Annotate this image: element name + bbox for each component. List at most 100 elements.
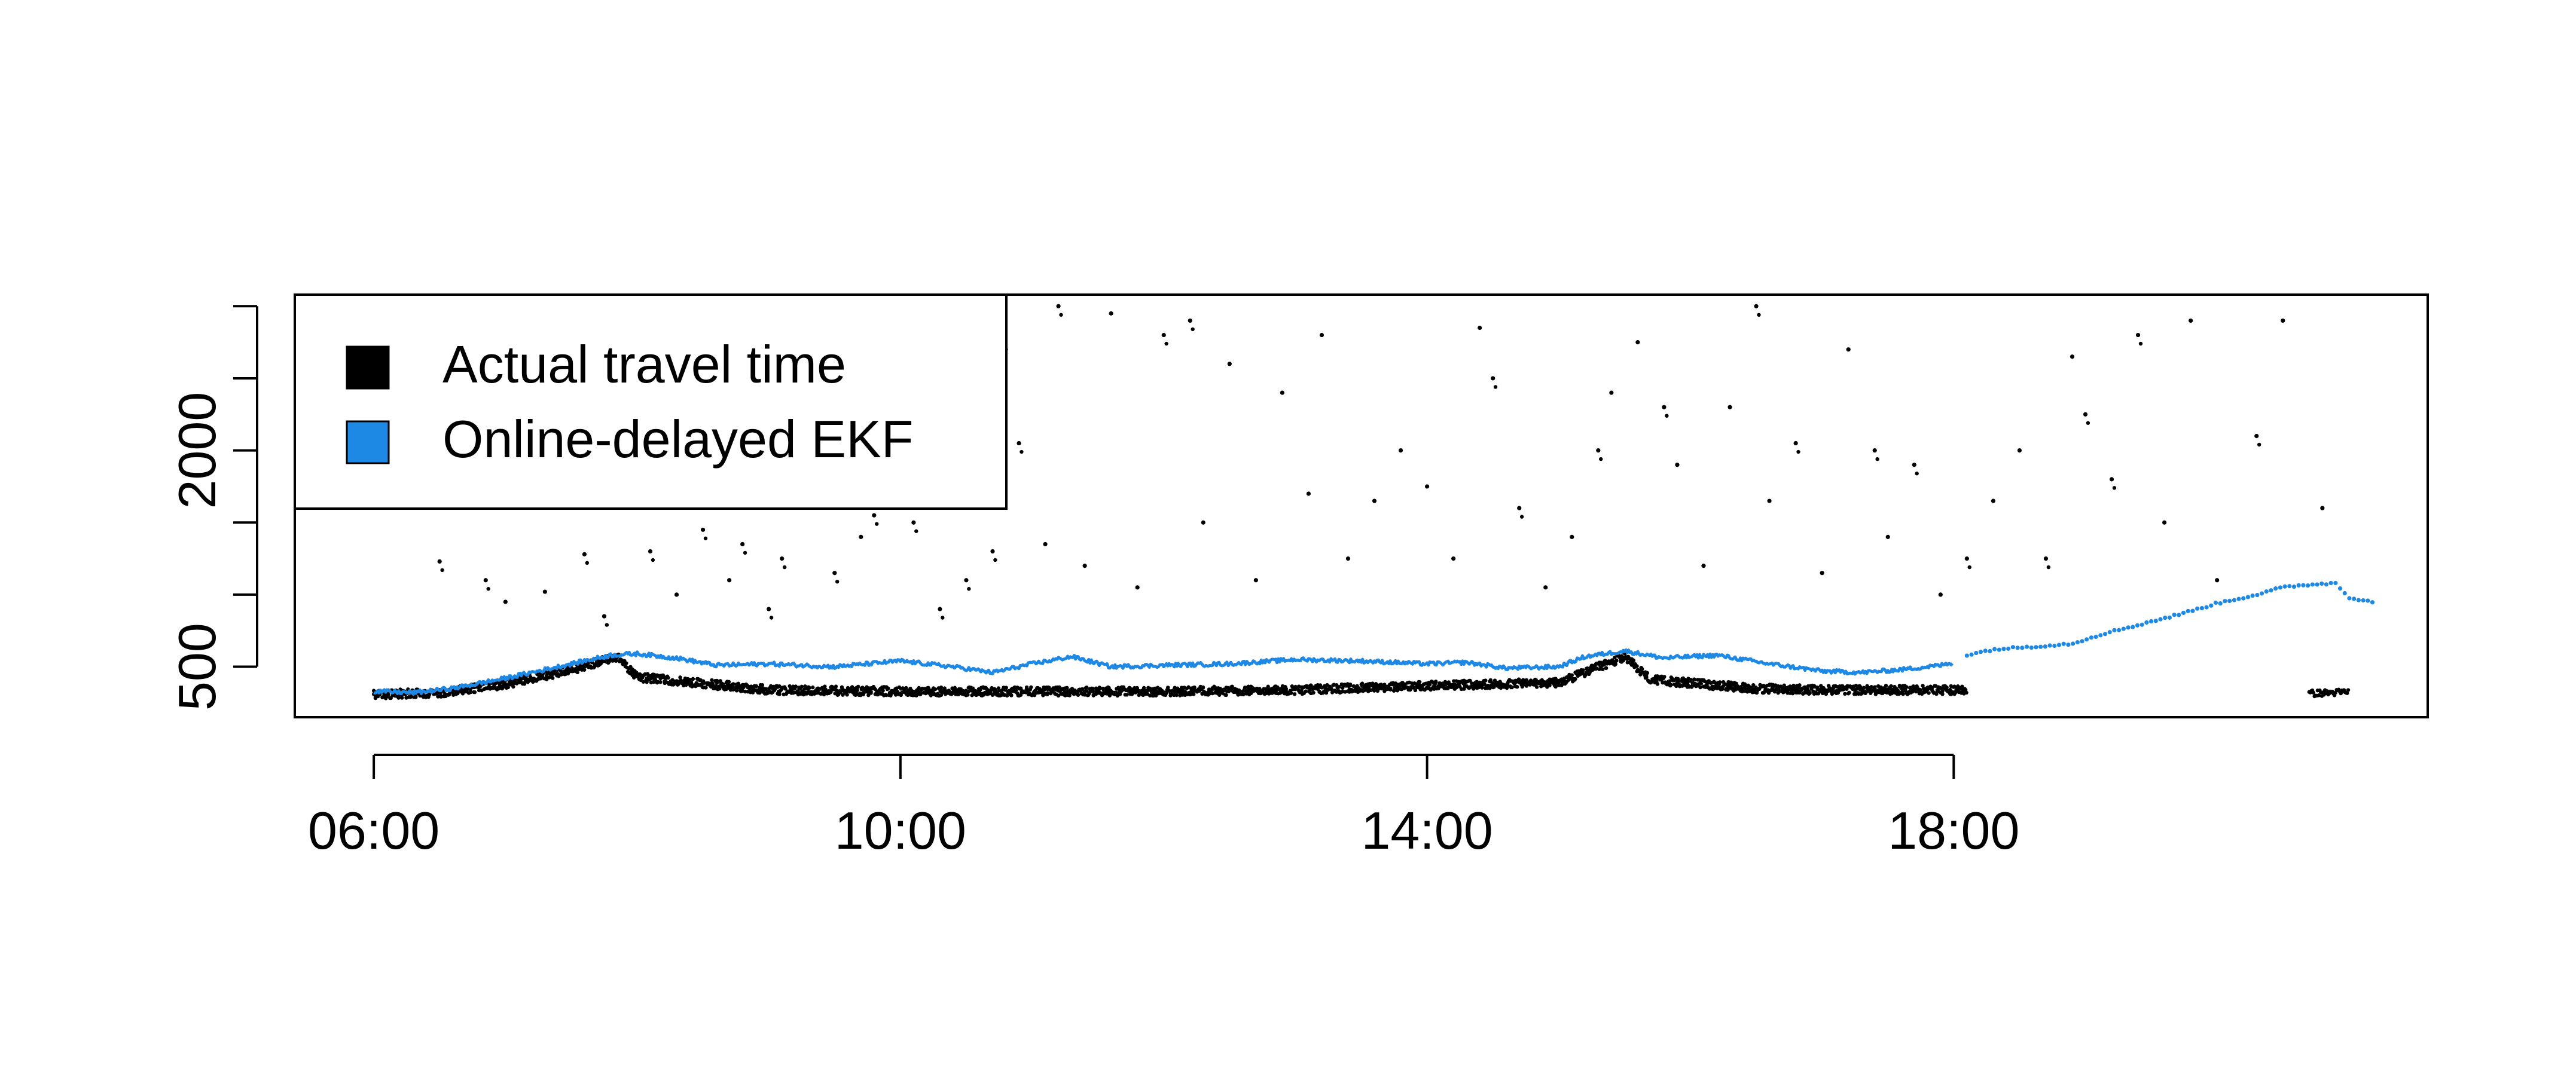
ekf-point <box>1992 647 1997 651</box>
actual-outlier-point <box>1451 556 1456 561</box>
ekf-point <box>2366 598 2370 603</box>
actual-point <box>953 686 957 690</box>
actual-outlier-point <box>1491 376 1495 381</box>
actual-point <box>1645 671 1649 675</box>
actual-point <box>1861 686 1866 690</box>
ekf-point <box>2029 645 2034 650</box>
actual-point <box>710 678 714 683</box>
actual-point <box>1065 686 1069 690</box>
actual-outlier-point <box>2162 520 2167 525</box>
ekf-point <box>2227 598 2232 604</box>
actual-point <box>1436 686 1440 691</box>
actual-point <box>1635 664 1639 668</box>
actual-point <box>1091 687 1095 692</box>
ekf-point <box>2301 583 2306 588</box>
actual-point <box>1901 692 1905 696</box>
ekf-point <box>2056 643 2062 647</box>
actual-outlier-point <box>938 607 942 611</box>
actual-point <box>727 680 731 684</box>
ekf-point <box>2117 628 2122 632</box>
actual-point <box>1662 675 1667 679</box>
actual-point <box>645 680 649 684</box>
actual-outlier-point <box>2138 341 2143 346</box>
actual-point <box>734 689 739 693</box>
ekf-point <box>2195 606 2200 611</box>
actual-outlier-point <box>1161 332 1166 338</box>
actual-point <box>1201 686 1205 690</box>
actual-outlier-point <box>727 578 732 583</box>
actual-outlier-point <box>1398 448 1403 453</box>
actual-point <box>1904 685 1909 689</box>
actual-point <box>2346 688 2351 692</box>
actual-point <box>691 677 695 681</box>
ekf-point <box>2075 640 2080 645</box>
actual-outlier-point <box>1519 515 1524 519</box>
actual-outlier-point <box>1164 341 1168 346</box>
actual-point <box>1948 687 1952 692</box>
actual-point <box>970 686 975 690</box>
ekf-point <box>2167 615 2172 620</box>
actual-point <box>1360 681 1365 686</box>
ekf-point <box>2080 639 2084 644</box>
actual-point <box>1085 689 1089 693</box>
actual-point <box>966 693 970 697</box>
actual-point <box>1118 692 1122 696</box>
actual-outlier-point <box>1017 440 1021 446</box>
actual-outlier-point <box>440 568 444 573</box>
actual-outlier-point <box>1319 332 1324 338</box>
actual-point <box>777 692 782 696</box>
ekf-point <box>2034 645 2038 650</box>
ekf-point <box>2352 596 2357 601</box>
actual-outlier-point <box>780 556 785 561</box>
actual-point <box>834 684 838 689</box>
ekf-point <box>2102 632 2108 637</box>
actual-point <box>1382 683 1387 687</box>
legend-label-actual: Actual travel time <box>442 335 846 394</box>
ekf-point <box>1969 652 1974 657</box>
actual-point <box>886 686 890 690</box>
actual-outlier-point <box>2083 412 2088 417</box>
ekf-point <box>1983 648 1988 653</box>
actual-point <box>783 687 788 691</box>
actual-point <box>1614 659 1619 663</box>
actual-point <box>881 689 885 693</box>
actual-point <box>1573 677 1577 681</box>
ekf-point <box>2259 591 2264 596</box>
actual-point <box>1548 683 1552 687</box>
x-axis: 06:00 10:00 14:00 18:00 <box>308 754 2019 860</box>
actual-point <box>793 684 798 689</box>
actual-outlier-point <box>1964 556 1969 561</box>
actual-outlier-point <box>486 587 490 591</box>
ekf-point <box>1974 650 1979 656</box>
actual-point <box>1009 693 1014 697</box>
actual-point <box>933 687 938 692</box>
actual-point <box>869 690 873 694</box>
actual-outlier-point <box>1478 325 1482 331</box>
y-axis: 500 2000 <box>167 305 258 711</box>
actual-point <box>1375 689 1380 693</box>
actual-outlier-point <box>1846 347 1851 352</box>
actual-point <box>1843 692 1847 696</box>
actual-outlier-point <box>1727 405 1732 409</box>
actual-outlier-point <box>964 578 969 583</box>
actual-point <box>1097 687 1101 691</box>
ekf-point <box>2337 586 2343 591</box>
ekf-point <box>2144 620 2149 625</box>
actual-outlier-point <box>1372 498 1377 503</box>
actual-point <box>1289 691 1293 695</box>
y-tick-label-500: 500 <box>167 623 227 711</box>
actual-point <box>1797 683 1802 687</box>
actual-point <box>386 692 390 697</box>
actual-point <box>506 685 511 690</box>
actual-point <box>1480 686 1484 690</box>
actual-point <box>1689 678 1693 682</box>
actual-outlier-point <box>872 513 877 518</box>
actual-point <box>942 686 947 690</box>
actual-point <box>1164 691 1168 696</box>
actual-outlier-point <box>1701 564 1706 568</box>
actual-point <box>1311 690 1316 695</box>
actual-point <box>624 661 628 665</box>
ekf-point <box>2139 622 2144 627</box>
actual-outlier-point <box>648 549 653 554</box>
actual-outlier-point <box>740 542 745 547</box>
